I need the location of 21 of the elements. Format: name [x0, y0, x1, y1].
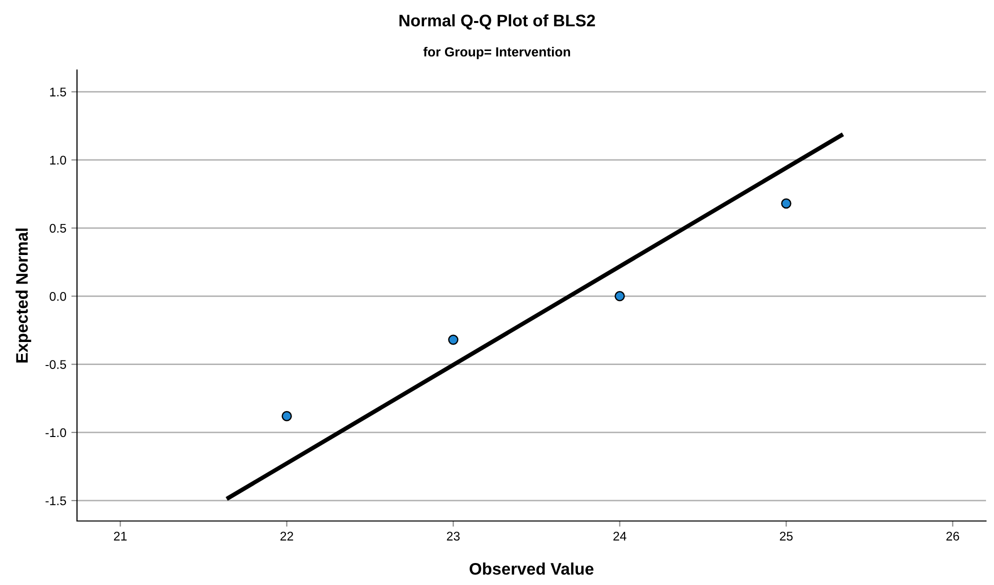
y-axis-title: Expected Normal — [16, 228, 32, 362]
y-tick-label: -1.5 — [46, 496, 66, 506]
x-axis-title: Observed Value — [470, 562, 594, 575]
point — [614, 291, 625, 302]
x-tick-label: 21 — [114, 532, 127, 540]
x-tick-label: 26 — [946, 532, 960, 541]
y-tick-label: 1.0 — [50, 156, 66, 165]
x-tick-label: 24 — [613, 532, 626, 540]
x-tick-label: 22 — [280, 532, 294, 540]
y-tick-label: -0.5 — [46, 360, 66, 369]
point — [448, 334, 458, 345]
chart-title: Normal Q-Q Plot of BLS2 — [400, 14, 595, 30]
point — [781, 198, 792, 209]
point — [282, 410, 292, 422]
x-tick-label: 25 — [780, 532, 793, 541]
chart-subtitle: for Group= Intervention — [423, 46, 570, 60]
y-tick-label: 0.5 — [50, 224, 66, 233]
y-tick-label: 0.0 — [50, 292, 66, 301]
y-tick-label: -1.0 — [46, 428, 66, 438]
x-tick-label: 23 — [446, 532, 460, 541]
y-tick-label: 1.5 — [50, 88, 66, 96]
